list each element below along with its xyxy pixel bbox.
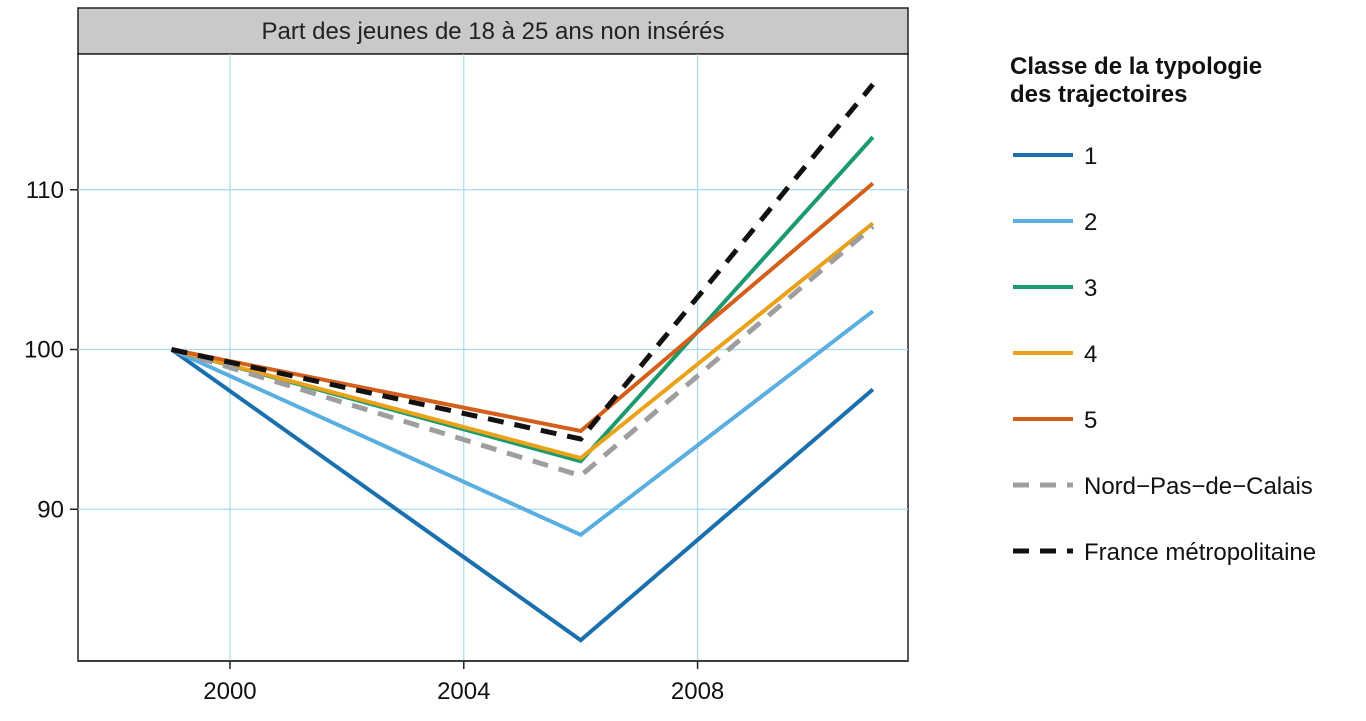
y-tick-label-90: 90 xyxy=(37,496,64,523)
x-tick-label-2008: 2008 xyxy=(671,678,724,705)
legend-label-1: 1 xyxy=(1084,143,1097,170)
series-line-1 xyxy=(170,347,875,643)
legend: Classe de la typologie des trajectoires … xyxy=(1010,53,1316,566)
series-line-2 xyxy=(170,309,875,538)
legend-label-6: Nord−Pas−de−Calais xyxy=(1084,473,1313,500)
legend-title-line-2: des trajectoires xyxy=(1010,81,1187,108)
chart-title: Part des jeunes de 18 à 25 ans non insér… xyxy=(262,18,725,45)
legend-title-line-1: Classe de la typologie xyxy=(1010,53,1262,80)
y-tick-label-110: 110 xyxy=(26,177,64,204)
series-layer xyxy=(170,82,875,643)
x-tick-label-2000: 2000 xyxy=(203,678,256,705)
legend-label-7: France métropolitaine xyxy=(1084,539,1316,566)
series-line-4 xyxy=(170,221,875,461)
legend-label-2: 2 xyxy=(1084,209,1097,236)
y-tick-label-100: 100 xyxy=(24,337,64,364)
series-line-5 xyxy=(171,181,875,434)
title-bar xyxy=(77,7,909,55)
series-line-6 xyxy=(170,224,875,479)
grid xyxy=(78,54,908,661)
series-line-7 xyxy=(170,82,875,442)
legend-items: 1 2 3 4 5 Nord−Pas−de−Calais France métropolit… xyxy=(1013,143,1316,566)
legend-label-5: 5 xyxy=(1084,407,1097,434)
legend-label-4: 4 xyxy=(1084,341,1097,368)
axes: 2000 2004 2008 90 100 110 xyxy=(24,177,908,705)
legend-label-3: 3 xyxy=(1084,275,1097,302)
x-tick-label-2004: 2004 xyxy=(437,678,490,705)
